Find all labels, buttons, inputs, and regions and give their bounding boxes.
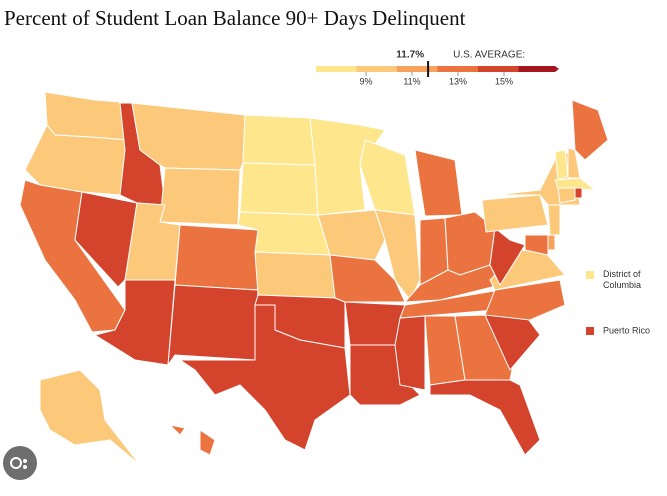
state	[167, 284, 259, 367]
state	[168, 424, 186, 436]
legend-arrow	[518, 66, 559, 72]
legend-tick-label: 15%	[495, 76, 513, 86]
state	[44, 91, 133, 141]
state	[484, 279, 566, 321]
state	[571, 99, 609, 161]
state	[242, 114, 316, 166]
state	[429, 379, 541, 456]
state	[489, 227, 526, 287]
title: Percent of Student Loan Balance 90+ Days…	[4, 6, 466, 30]
legend-swatch	[316, 66, 357, 72]
state	[359, 139, 416, 216]
extra-label: District of Columbia	[603, 269, 641, 290]
legend-tick-label: 9%	[359, 76, 372, 86]
legend-swatch	[397, 66, 438, 72]
state	[557, 187, 576, 204]
state	[199, 429, 216, 456]
state	[554, 177, 597, 191]
average-value: 11.7%	[396, 50, 424, 61]
state	[403, 264, 501, 303]
source-icon	[3, 446, 37, 480]
state	[547, 204, 561, 236]
extra-swatch	[586, 327, 594, 335]
state	[254, 251, 336, 299]
state	[178, 304, 351, 451]
legend-swatch	[437, 66, 479, 72]
state	[574, 187, 583, 199]
state	[317, 209, 386, 261]
state	[239, 162, 319, 216]
legend-swatch	[478, 66, 519, 72]
extra-label: Puerto Rico	[603, 325, 650, 335]
state	[394, 315, 426, 391]
average-label: U.S. AVERAGE:	[453, 50, 525, 61]
extra-swatch	[586, 271, 594, 279]
state	[174, 224, 259, 291]
state	[414, 149, 463, 217]
state	[39, 369, 141, 466]
state	[547, 234, 556, 251]
legend-tick-label: 11%	[403, 76, 420, 86]
legend-tick-label: 13%	[449, 76, 467, 86]
legend-swatch	[356, 66, 398, 72]
state	[159, 167, 241, 226]
state	[481, 194, 549, 233]
state	[74, 191, 138, 288]
state	[524, 234, 549, 256]
